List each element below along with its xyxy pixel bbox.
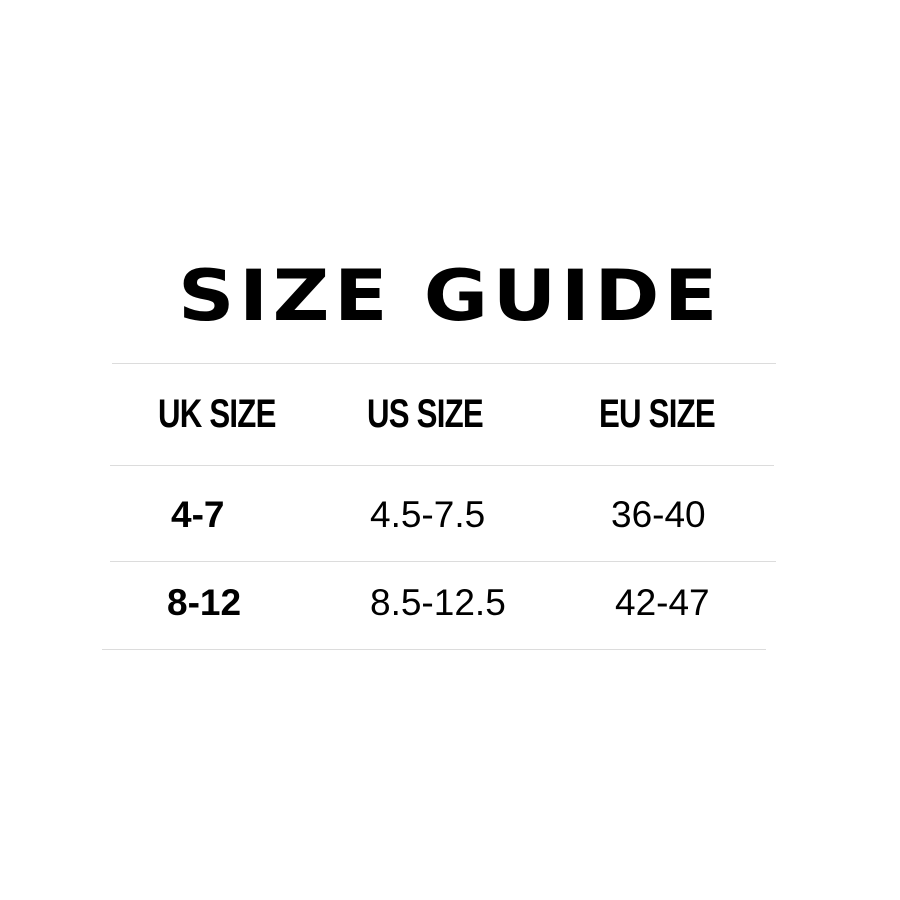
row-2-uk: 8-12 [167,582,242,623]
header-us-size: US SIZE [367,392,484,436]
divider [110,465,774,466]
row-2-eu: 42-47 [615,582,710,623]
page-title: SIZE GUIDE [178,255,722,337]
header-eu-size: EU SIZE [599,392,716,436]
divider [112,363,776,364]
row-2-us: 8.5-12.5 [370,582,506,623]
header-uk-size: UK SIZE [158,392,276,436]
row-1-uk: 4-7 [171,494,225,535]
row-1-eu: 36-40 [611,494,706,535]
divider [102,649,766,650]
divider [110,561,776,562]
row-1-us: 4.5-7.5 [370,494,486,535]
